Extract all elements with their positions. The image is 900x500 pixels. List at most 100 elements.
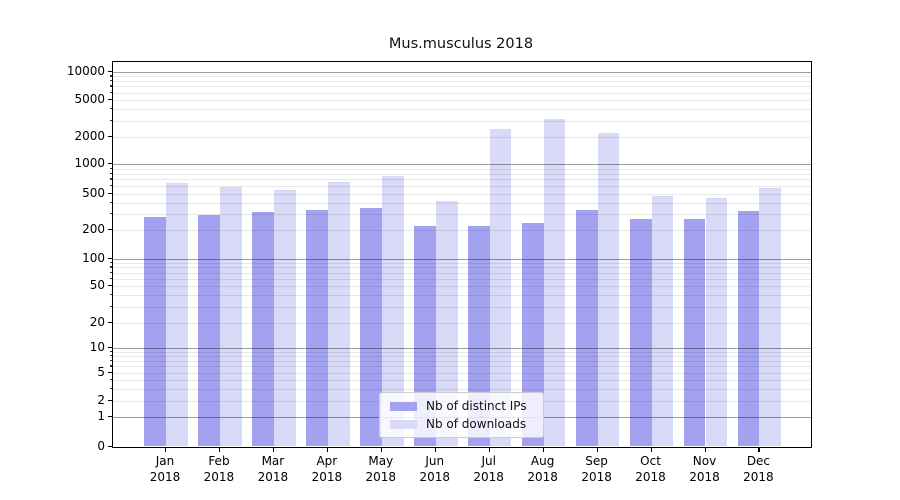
gridline xyxy=(113,278,811,280)
chart-title: Mus.musculus 2018 xyxy=(388,36,534,52)
x-axis-tick-label: Sep 2018 xyxy=(581,454,612,484)
gridline xyxy=(113,202,811,204)
bar-distinct-ips xyxy=(467,225,490,447)
gridline xyxy=(113,72,811,73)
gridline xyxy=(113,137,811,138)
y-minor-tick-mark xyxy=(109,271,112,273)
legend-swatch-distinct-ips xyxy=(390,401,417,411)
gridline xyxy=(113,186,811,188)
gridline xyxy=(113,262,811,264)
y-minor-tick-mark xyxy=(109,185,112,187)
gridline xyxy=(113,179,811,181)
gridline xyxy=(113,81,811,82)
y-minor-tick-mark xyxy=(109,91,112,93)
y-minor-tick-mark xyxy=(109,365,112,367)
y-minor-tick-mark xyxy=(109,387,112,389)
x-tick-mark xyxy=(542,447,544,452)
gridline xyxy=(113,272,811,274)
y-minor-tick-mark xyxy=(109,80,112,82)
legend: Nb of distinct IPs Nb of downloads xyxy=(379,392,544,438)
bar-distinct-ips xyxy=(521,223,544,447)
x-axis-tick-label: Nov 2018 xyxy=(689,454,720,484)
bar-downloads xyxy=(273,190,296,447)
y-axis-tick-label: 200 xyxy=(82,222,105,236)
bar-distinct-ips xyxy=(737,211,760,447)
y-minor-tick-mark xyxy=(109,378,112,381)
gridline xyxy=(113,168,811,170)
x-tick-mark xyxy=(218,447,221,452)
x-tick-mark xyxy=(165,447,167,452)
x-tick-mark xyxy=(704,447,706,452)
bar-distinct-ips xyxy=(629,218,652,447)
gridline xyxy=(113,258,811,260)
legend-label-downloads: Nb of downloads xyxy=(426,417,527,431)
x-tick-mark xyxy=(596,447,598,452)
x-axis-tick-label: Dec 2018 xyxy=(743,454,774,484)
gridline xyxy=(113,230,811,231)
x-axis-tick-label: Mar 2018 xyxy=(257,454,289,484)
y-minor-tick-mark xyxy=(109,305,112,307)
y-minor-tick-mark xyxy=(109,359,112,362)
x-tick-mark xyxy=(758,447,760,452)
bar-downloads xyxy=(219,186,242,447)
gridline xyxy=(113,295,811,296)
y-minor-tick-mark xyxy=(109,261,112,263)
x-tick-mark xyxy=(272,447,275,452)
gridline xyxy=(113,323,811,324)
gridline xyxy=(113,306,811,308)
gridline xyxy=(113,214,811,216)
bar-downloads xyxy=(381,176,404,447)
bar-distinct-ips xyxy=(413,225,436,447)
x-axis-tick-label: Feb 2018 xyxy=(203,454,235,484)
y-axis-tick-label: 1000 xyxy=(74,156,105,170)
y-tick-mark xyxy=(107,285,112,287)
y-minor-tick-mark xyxy=(109,294,112,296)
legend-swatch-downloads xyxy=(390,419,417,429)
gridline xyxy=(113,360,811,362)
y-axis-tick-label: 0 xyxy=(97,438,105,453)
x-axis-tick-label: Jul 2018 xyxy=(473,454,504,484)
y-minor-tick-mark xyxy=(109,277,112,280)
x-tick-mark xyxy=(434,447,437,452)
y-minor-tick-mark xyxy=(109,85,112,87)
bar-distinct-ips xyxy=(252,212,274,447)
y-axis-tick-label: 20 xyxy=(89,315,105,329)
gridline xyxy=(113,348,811,349)
y-axis-tick-label: 1 xyxy=(97,409,105,423)
legend-label-distinct-ips: Nb of distinct IPs xyxy=(426,399,527,413)
y-minor-tick-mark xyxy=(109,201,112,204)
y-axis-tick-label: 2 xyxy=(97,393,105,407)
y-minor-tick-mark xyxy=(109,119,112,121)
gridline xyxy=(113,86,811,88)
y-axis-tick-label: 5 xyxy=(97,365,105,379)
gridline xyxy=(113,173,811,175)
y-axis-tick-label: 100 xyxy=(82,250,105,265)
gridline xyxy=(113,109,811,110)
bar-distinct-ips xyxy=(575,209,598,447)
bar-downloads xyxy=(705,197,728,447)
x-tick-mark xyxy=(488,447,490,452)
y-tick-mark xyxy=(107,99,112,101)
bar-downloads xyxy=(651,195,674,447)
y-minor-tick-mark xyxy=(109,350,112,353)
gridline xyxy=(113,120,811,122)
bar-downloads xyxy=(597,133,620,447)
x-axis-tick-label: Jan 2018 xyxy=(149,454,181,484)
y-axis-tick-label: 500 xyxy=(82,186,105,200)
y-tick-mark xyxy=(107,416,112,418)
x-tick-mark xyxy=(380,447,383,452)
y-axis-tick-label: 10 xyxy=(89,340,105,354)
bar-distinct-ips xyxy=(306,210,328,447)
y-minor-tick-mark xyxy=(109,355,112,357)
y-axis-tick-label: 50 xyxy=(89,278,105,292)
bar-downloads xyxy=(435,201,458,447)
bar-distinct-ips xyxy=(198,214,220,447)
bar-downloads xyxy=(543,118,566,447)
bar-distinct-ips xyxy=(360,208,382,447)
gridline xyxy=(113,366,811,368)
gridline xyxy=(113,286,811,287)
y-minor-tick-mark xyxy=(109,266,112,268)
gridline xyxy=(113,373,811,374)
y-tick-mark xyxy=(107,347,112,349)
